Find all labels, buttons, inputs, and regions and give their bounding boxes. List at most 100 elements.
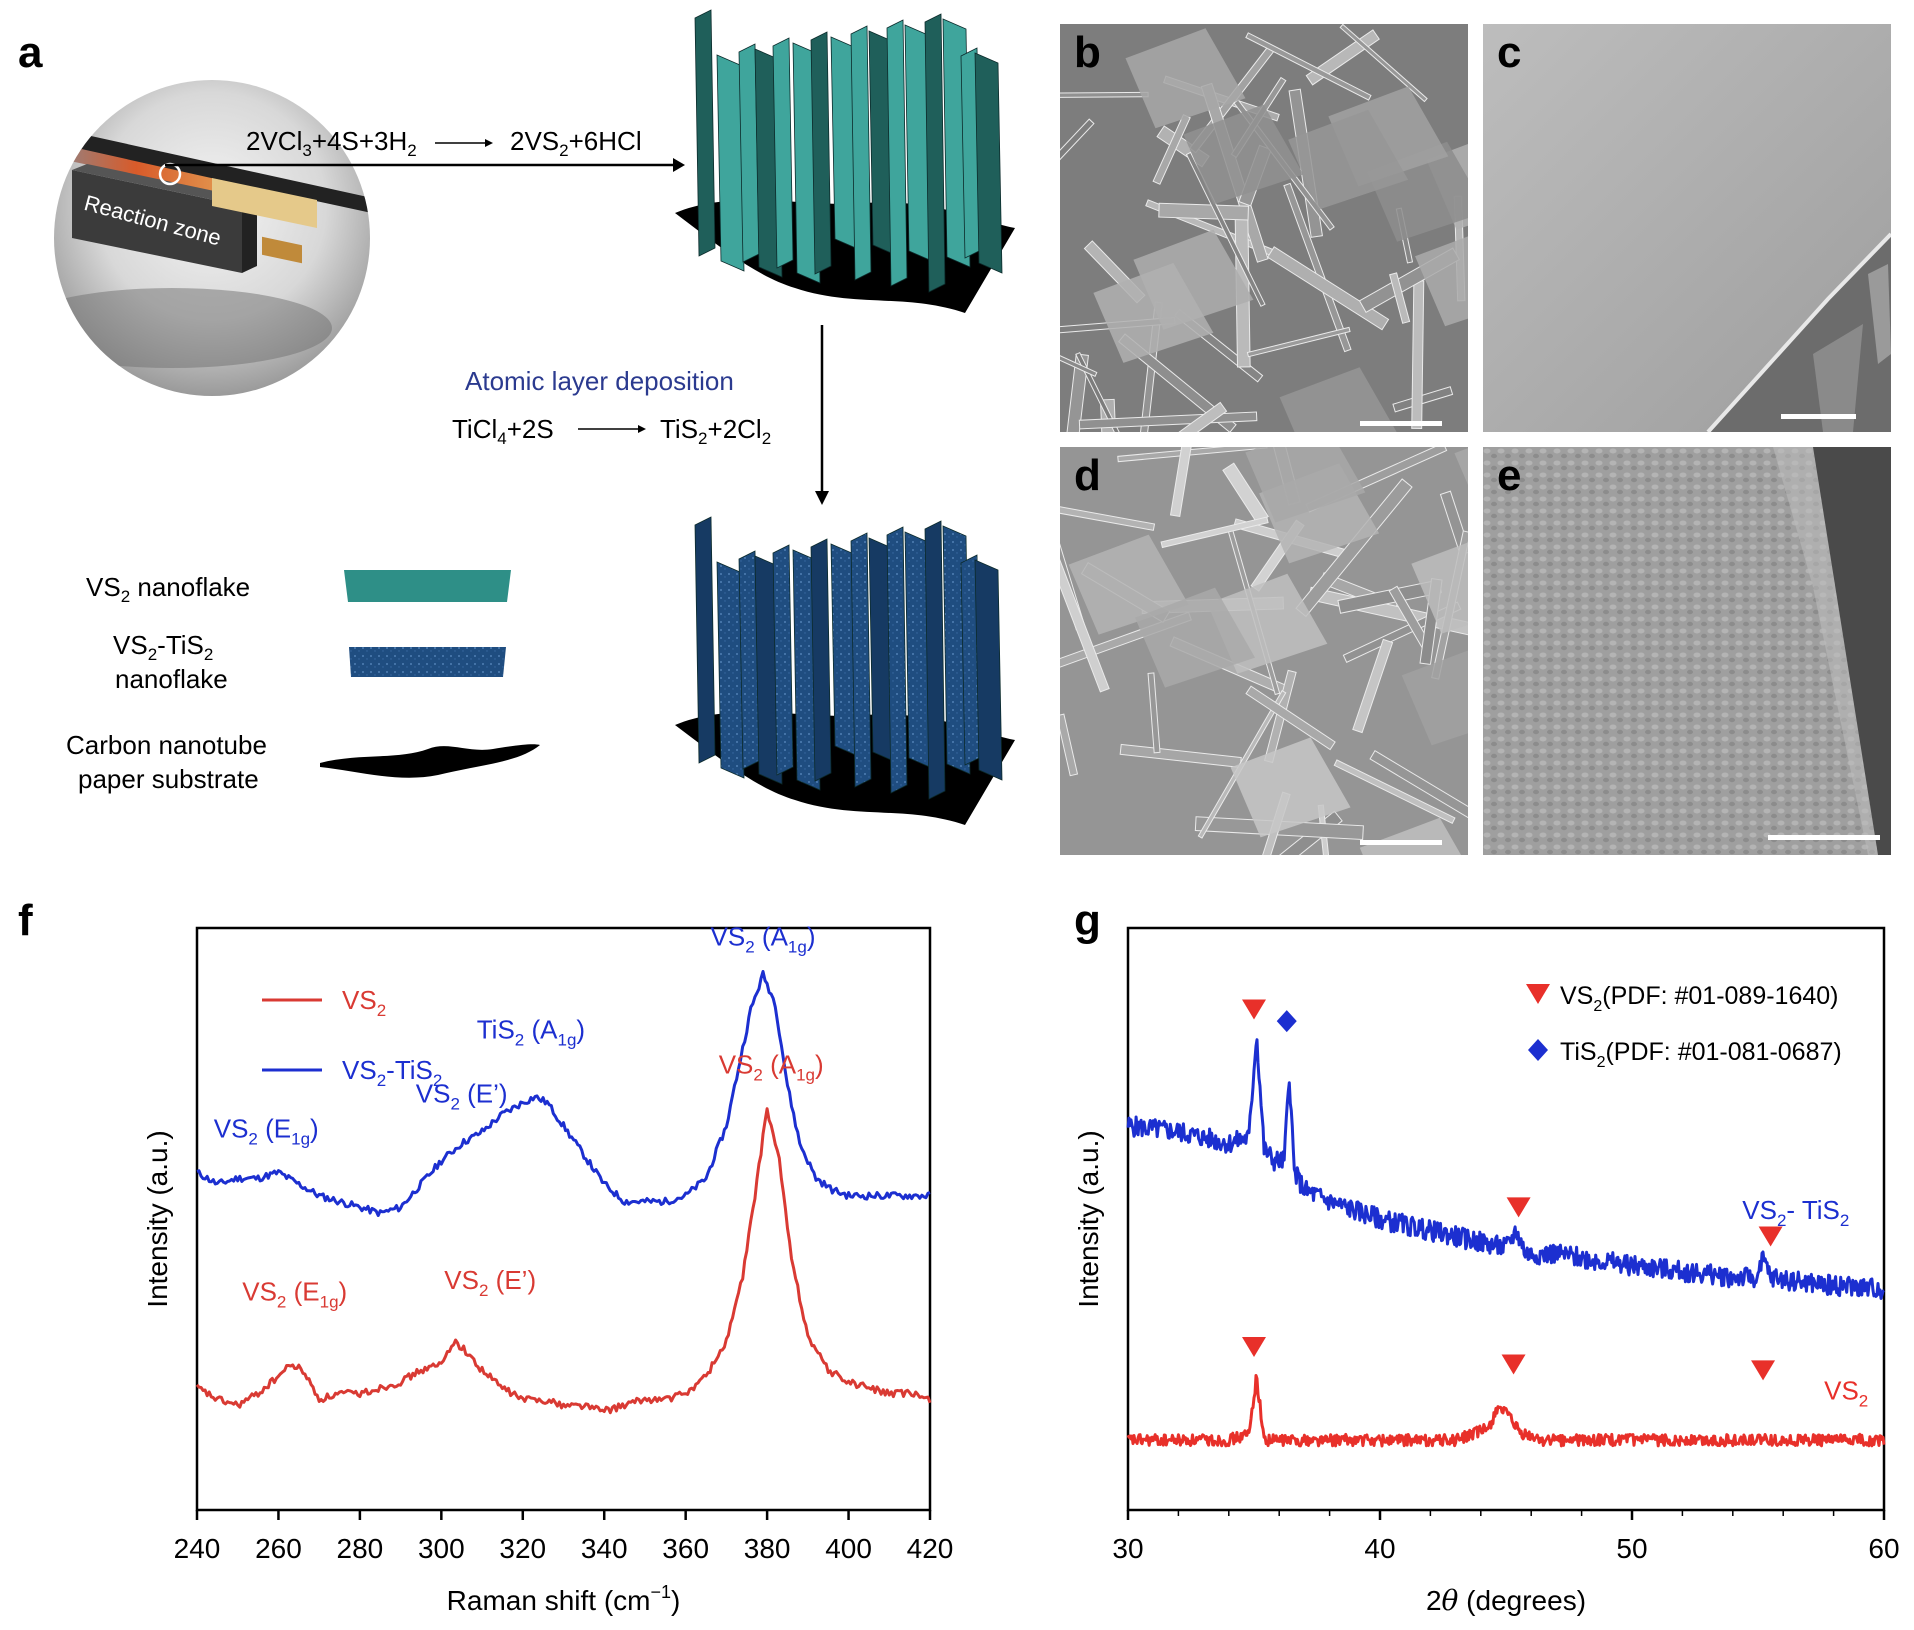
sem-plate <box>1125 28 1246 129</box>
y-axis-label: Intensity (a.u.) <box>1073 1130 1104 1307</box>
series-line <box>1126 1374 1886 1448</box>
sem-flake <box>1245 685 1336 751</box>
cvd-reaction-left: 2VCl3+4S+3H2 <box>246 126 417 161</box>
peak-annotation: VS2 (E1g) <box>214 1114 319 1149</box>
sem-flake <box>1411 280 1425 430</box>
panel-a-label: a <box>18 28 43 77</box>
legend-cnt-label-line1: Carbon nanotube <box>66 730 267 760</box>
nanoflake <box>772 544 794 776</box>
panel-g-label: g <box>1074 896 1101 945</box>
cvd-arrow <box>165 158 685 172</box>
nanoflake <box>716 54 745 272</box>
nanoflake <box>924 13 946 293</box>
legend-vs2tis2-swatch <box>349 647 506 677</box>
nanoflake <box>886 19 908 287</box>
sem-plate <box>1245 447 1366 523</box>
sem-plate <box>1093 262 1214 363</box>
nanoflake <box>810 538 832 782</box>
cvd-reaction-right: 2VS2+6HCl <box>510 126 642 161</box>
sem-flake <box>1060 118 1095 180</box>
peak-annotation: VS2 (A1g) <box>719 1050 824 1085</box>
peak-marker-diamond <box>1276 1010 1297 1033</box>
x-tick-label: 420 <box>907 1533 954 1564</box>
peak-marker-triangle <box>1758 1226 1783 1247</box>
sem-panel-d: d <box>1060 447 1468 855</box>
sem-flake <box>1245 32 1372 101</box>
sem-flake <box>1147 672 1161 754</box>
series-label: VS2- TiS2 <box>1742 1195 1849 1230</box>
sem-image-b <box>1060 24 1468 432</box>
x-tick-label: 30 <box>1112 1533 1143 1564</box>
sem-flake <box>1333 759 1456 824</box>
series-line <box>196 970 931 1217</box>
ald-small-arrow <box>578 425 646 433</box>
cvd-small-arrow <box>435 139 493 147</box>
sem-plate <box>1230 737 1351 838</box>
sem-flake <box>1246 326 1351 358</box>
nanoflake <box>810 31 832 275</box>
legend-vs2tis2-label-line2: nanoflake <box>115 664 228 694</box>
x-tick-label: 360 <box>662 1533 709 1564</box>
x-tick-label: 260 <box>255 1533 302 1564</box>
panel-f-label: f <box>18 896 33 945</box>
x-tick-label: 40 <box>1364 1533 1395 1564</box>
nanoflake <box>694 516 716 764</box>
peak-marker-triangle <box>1242 999 1266 1020</box>
sem-flake <box>1060 349 1098 377</box>
sem-flake <box>1060 497 1156 531</box>
sem-flake <box>1339 24 1428 103</box>
legend-entry: TiS2(PDF: #01-081-0687) <box>1560 1038 1842 1071</box>
sem-panel-c-label: c <box>1497 28 1522 77</box>
sem-flake <box>1117 447 1268 463</box>
peak-marker-triangle <box>1501 1354 1526 1375</box>
legend-vs2tis2-label-line1: VS2-TiS2 <box>113 630 214 665</box>
legend-entry: VS2(PDF: #01-089-1640) <box>1560 982 1839 1015</box>
sem-flake <box>1169 447 1196 518</box>
sem-image-d <box>1060 447 1468 855</box>
nanoflake <box>716 561 745 779</box>
plot-frame <box>195 926 932 1512</box>
xrd-chart: 30 40 50 60 2θ (degrees) Intensity (a.u.) VS2-… <box>1073 926 1900 1617</box>
nanoflake <box>974 52 1003 274</box>
sem-image-c <box>1483 24 1891 432</box>
legend-cnt-swatch <box>320 744 540 778</box>
x-tick-label: 320 <box>499 1533 546 1564</box>
sem-plate <box>1401 650 1468 746</box>
sem-plate <box>1411 542 1468 634</box>
sem-plate <box>1135 587 1256 688</box>
sem-flake <box>1063 353 1089 432</box>
legend-vs2-label: VS2 nanoflake <box>86 572 251 607</box>
sem-flake <box>1060 525 1110 693</box>
peak-marker-triangle <box>1526 984 1550 1004</box>
legend-entry: VS2 <box>342 985 386 1020</box>
nanoflake <box>886 526 908 794</box>
x-axis-label: Raman shift (cm−1) <box>447 1582 681 1616</box>
peak-annotation: VS2 (E’) <box>444 1265 536 1300</box>
x-tick-label: 60 <box>1868 1533 1899 1564</box>
nanoflake <box>772 37 794 269</box>
sem-plate <box>1359 817 1462 855</box>
cvd-furnace-illustration <box>54 80 370 396</box>
sem-plate <box>1183 104 1304 205</box>
scale-bar <box>1781 414 1856 419</box>
peak-annotation: TiS2 (A1g) <box>477 1015 585 1050</box>
legend-cnt-label-line2: paper substrate <box>78 764 259 794</box>
ald-title: Atomic layer deposition <box>465 366 734 396</box>
x-axis-label: 2θ (degrees) <box>1426 1584 1586 1617</box>
sem-panel-b-label: b <box>1074 28 1101 77</box>
ald-arrow <box>815 325 829 505</box>
nanoflake <box>850 532 872 788</box>
sem-plate <box>1454 448 1468 485</box>
ald-reaction-left: TiCl4+2S <box>452 414 554 449</box>
y-axis-label: Intensity (a.u.) <box>142 1130 173 1307</box>
peak-marker-diamond <box>1528 1039 1548 1061</box>
sem-flake <box>1283 182 1352 353</box>
scale-bar <box>1360 840 1442 845</box>
nanoflake <box>924 520 946 800</box>
sem-flake <box>1160 516 1269 549</box>
nanoflake <box>974 559 1003 781</box>
x-tick-label: 280 <box>337 1533 384 1564</box>
legend-vs2-swatch <box>344 570 511 602</box>
nanoflake <box>850 25 872 281</box>
vs2-nanoflake-array <box>675 9 1015 313</box>
